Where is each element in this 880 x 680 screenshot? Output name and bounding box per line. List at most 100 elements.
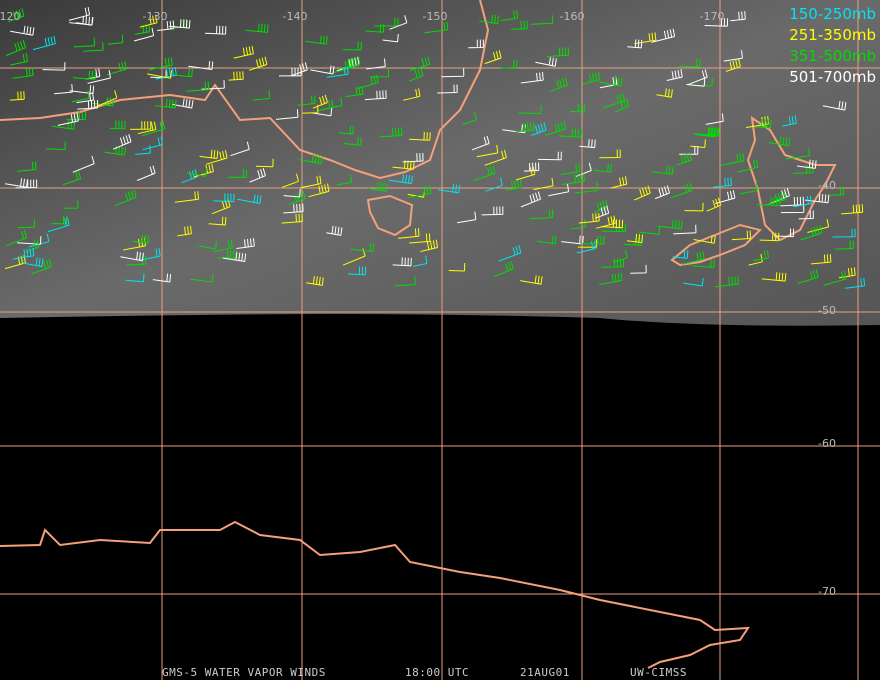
wind-barb <box>520 275 543 285</box>
wind-barb <box>537 151 562 161</box>
wind-barb <box>706 197 722 212</box>
wind-barb <box>297 95 316 106</box>
wind-barb <box>679 58 701 68</box>
wind-barb <box>283 203 304 214</box>
wind-barb <box>510 20 528 30</box>
wind-barb <box>275 109 299 120</box>
wind-barb <box>308 183 330 198</box>
wind-barb <box>484 50 502 65</box>
wind-barb <box>83 42 104 52</box>
wind-barb <box>764 191 787 206</box>
wind-barb <box>152 273 172 283</box>
wind-barb <box>811 254 832 265</box>
footer-text: GMS-5 WATER VAPOR WINDS <box>162 666 326 679</box>
wind-barb <box>666 69 683 81</box>
wind-barb <box>409 56 431 71</box>
wind-barb <box>672 249 689 259</box>
wind-barb <box>838 267 856 279</box>
wind-barb <box>332 59 353 74</box>
wind-barb <box>394 276 416 287</box>
wind-barb <box>630 264 647 274</box>
wind-barb <box>601 219 624 229</box>
wind-barb <box>531 122 547 136</box>
wind-barb <box>193 163 214 178</box>
wind-barb <box>350 243 375 252</box>
wind-barb <box>72 155 95 173</box>
wind-barb <box>16 236 42 245</box>
wind-barb <box>615 98 630 113</box>
wind-barb <box>175 68 193 78</box>
wind-barb <box>6 230 27 247</box>
wind-barb <box>793 164 814 174</box>
wind-barb <box>327 97 343 109</box>
wind-barb <box>10 53 28 66</box>
wind-barb <box>388 174 413 185</box>
wind-barb <box>409 233 431 244</box>
wind-barb <box>835 240 854 250</box>
wind-barb <box>518 105 542 114</box>
wind-barb <box>761 272 787 282</box>
wind-barb <box>739 182 758 195</box>
longitude-label: -150 <box>423 10 448 23</box>
nz-south-coast <box>670 223 762 267</box>
wind-barb <box>10 25 35 36</box>
wind-barb <box>402 152 424 163</box>
wind-barb <box>326 66 349 78</box>
wind-barb <box>402 88 421 101</box>
wind-barb <box>311 107 333 117</box>
wind-barb <box>759 232 780 242</box>
wind-barb <box>228 71 244 81</box>
wind-barb <box>69 85 95 95</box>
wind-barb <box>577 239 598 248</box>
wind-barb <box>157 20 175 31</box>
wind-barb <box>15 179 38 189</box>
wind-barb <box>66 111 86 121</box>
wind-barb <box>357 74 379 89</box>
wind-barb <box>523 162 540 172</box>
wind-barb <box>651 28 676 43</box>
wind-barb <box>142 136 164 151</box>
wind-barb <box>797 159 817 169</box>
wind-barb <box>610 176 628 189</box>
wind-barb <box>211 198 231 215</box>
wind-barb <box>186 81 210 92</box>
wind-barb <box>237 194 262 204</box>
wind-barb <box>544 121 567 136</box>
wind-barb <box>233 45 254 59</box>
wind-barb <box>408 185 432 199</box>
wind-barb <box>462 111 477 125</box>
wind-barb <box>479 14 499 25</box>
wind-barb <box>177 225 192 237</box>
wind-barb <box>679 146 699 155</box>
wind-barb <box>249 167 266 183</box>
wind-barb <box>500 10 519 21</box>
wind-barb <box>599 272 623 285</box>
wind-barb <box>188 61 214 70</box>
wind-barb <box>535 57 557 67</box>
wind-barb <box>578 212 600 224</box>
wind-barb <box>844 277 866 289</box>
wind-barb <box>288 190 306 205</box>
wind-barb <box>424 21 449 34</box>
longitude-label: -140 <box>283 10 308 23</box>
wind-barb <box>370 68 389 78</box>
wind-barb <box>692 259 715 268</box>
wind-barb <box>305 35 328 45</box>
latitude-label: -60 <box>818 437 836 450</box>
footer-text: UW-CIMSS <box>630 666 687 679</box>
wind-barb <box>68 7 91 21</box>
wind-barb <box>364 90 387 101</box>
wind-barb <box>594 205 610 219</box>
wind-barb <box>626 233 644 243</box>
wind-barb <box>63 200 79 209</box>
wind-barb <box>136 165 156 181</box>
wind-barb <box>409 131 431 141</box>
wind-barb <box>737 159 759 173</box>
wind-barb <box>147 70 173 79</box>
wind-barb <box>546 47 570 58</box>
wind-barb <box>46 141 66 150</box>
wind-barb <box>723 50 743 62</box>
wind-barb <box>42 62 66 71</box>
